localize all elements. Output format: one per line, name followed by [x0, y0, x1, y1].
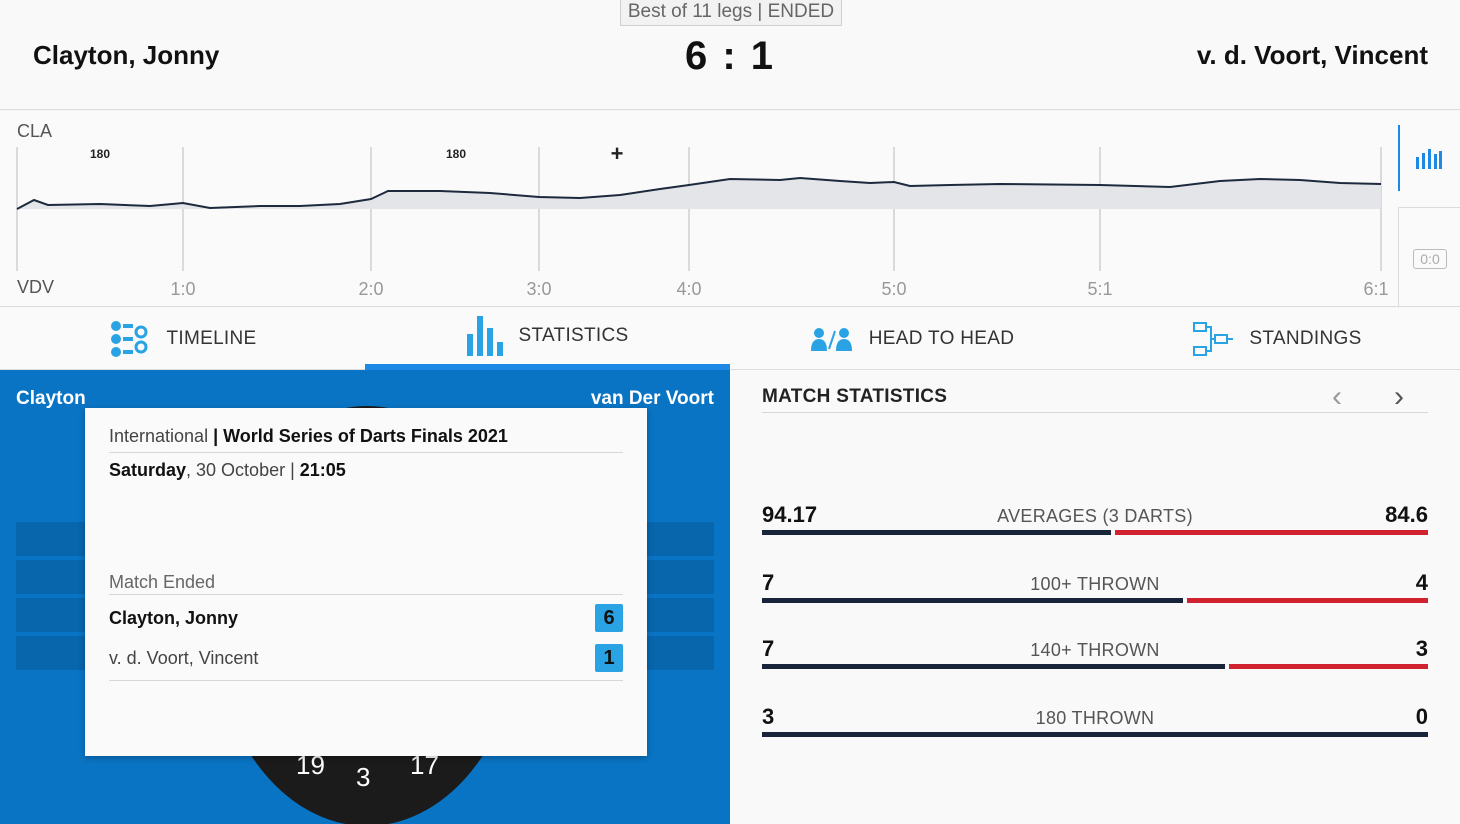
leg-score-label: 2:0: [358, 279, 384, 299]
timeline-icon: [111, 321, 148, 357]
momentum-line: [16, 176, 1382, 210]
leg-score-label: 4:0: [676, 279, 702, 299]
stat-home-bar: [762, 732, 1428, 737]
stat-away-bar: [1187, 598, 1428, 603]
leg-score-label: 3:0: [526, 279, 552, 299]
stat-home-value: 3: [762, 704, 775, 729]
leg-score-label: 5:1: [1087, 279, 1113, 299]
tab-statistics-label: STATISTICS: [518, 325, 629, 346]
stat-away-bar: [1115, 530, 1428, 535]
stat-away-value: 84.6: [1385, 502, 1428, 527]
leg-score-label: 5:0: [881, 279, 907, 299]
tournament-line: International | World Series of Darts Fi…: [109, 426, 508, 446]
stat-row: 94.17 AVERAGES (3 DARTS) 84.6: [762, 502, 1428, 542]
tab-head-to-head[interactable]: HEAD TO HEAD: [730, 308, 1095, 370]
tab-timeline-label: TIMELINE: [166, 328, 257, 349]
leg-score-label: 1:0: [170, 279, 196, 299]
head-to-head-icon: [810, 328, 852, 351]
stat-away-value: 4: [1415, 570, 1428, 595]
match-date: , 30 October |: [186, 460, 300, 480]
stat-home-bar: [762, 598, 1183, 603]
max-score-marker: 180: [89, 147, 111, 161]
away-player-name[interactable]: v. d. Voort, Vincent: [1196, 40, 1428, 70]
match-statistics-title: MATCH STATISTICS: [762, 386, 948, 407]
plus-icon: +: [610, 141, 624, 166]
stat-label: AVERAGES (3 DARTS): [997, 506, 1193, 526]
match-score: 6 : 1: [684, 34, 776, 78]
side-active-indicator: [1398, 125, 1400, 191]
match-info-card: International | World Series of Darts Fi…: [85, 408, 647, 756]
home-player-name[interactable]: Clayton, Jonny: [33, 40, 220, 70]
stat-home-value: 7: [762, 636, 775, 661]
match-status: Match Ended: [109, 572, 216, 592]
match-time: 21:05: [299, 460, 346, 480]
result-row: v. d. Voort, Vincent 1: [109, 638, 623, 678]
tab-standings-label: STANDINGS: [1249, 328, 1362, 349]
result-away-legs: 1: [595, 644, 623, 672]
home-player-short: Clayton: [16, 388, 86, 409]
match-format-badge: Best of 11 legs | ENDED: [620, 0, 842, 26]
tab-statistics[interactable]: STATISTICS: [365, 308, 730, 370]
statistics-icon: [466, 316, 503, 356]
section-tabs: TIMELINE STATISTICS HEAD TO HEAD STANDIN…: [0, 308, 1460, 370]
stat-label: 180 THROWN: [1035, 708, 1155, 728]
card-divider: [109, 594, 623, 595]
result-away-name: v. d. Voort, Vincent: [109, 647, 259, 668]
title-divider: [762, 412, 1428, 413]
stat-home-value: 7: [762, 570, 775, 595]
stat-label: 140+ THROWN: [1030, 640, 1160, 660]
chevron-left-icon[interactable]: ‹: [1332, 380, 1342, 413]
stat-away-bar: [1229, 664, 1428, 669]
away-player-short: van Der Voort: [590, 388, 714, 409]
card-divider: [109, 452, 623, 453]
away-abbr: VDV: [17, 277, 55, 297]
leg-score-label: 6:1: [1363, 279, 1389, 299]
stat-away-value: 3: [1415, 636, 1428, 661]
max-score-marker: 180: [445, 147, 467, 161]
match-statistics-panel: MATCH STATISTICS ‹ › 94.17 AVERAGES (3 DA…: [730, 370, 1460, 824]
stat-label: 100+ THROWN: [1030, 574, 1160, 594]
match-header: Best of 11 legs | ENDED Clayton, Jonny 6…: [0, 0, 1460, 110]
stat-row: 7 140+ THROWN 3: [762, 636, 1428, 676]
side-divider: [1398, 207, 1399, 307]
tab-head-to-head-label: HEAD TO HEAD: [868, 328, 1015, 349]
result-row: Clayton, Jonny 6: [109, 598, 623, 638]
leg-timeline-chart: CLA VDV 1:0 2:0 3:0 4:0 5:0 5:1 6:1 180 180 + 0:0: [0, 111, 1460, 307]
home-abbr: CLA: [17, 121, 53, 141]
tab-standings[interactable]: STANDINGS: [1095, 308, 1460, 370]
stat-row: 3 180 THROWN 0: [762, 704, 1428, 744]
result-home-legs: 6: [595, 604, 623, 632]
stat-home-bar: [762, 530, 1111, 535]
score-view-toggle[interactable]: 0:0: [1413, 249, 1447, 269]
match-day: Saturday: [109, 460, 187, 480]
standings-icon: [1193, 322, 1234, 356]
tournament-category: International: [109, 426, 209, 446]
stat-home-bar: [762, 664, 1225, 669]
timeline-graph: [16, 147, 1382, 271]
match-datetime: Saturday, 30 October | 21:05: [109, 460, 346, 481]
result-home-name: Clayton, Jonny: [109, 607, 239, 628]
chevron-right-icon[interactable]: ›: [1394, 380, 1404, 413]
tab-timeline[interactable]: TIMELINE: [0, 308, 365, 370]
stat-away-value: 0: [1415, 704, 1428, 729]
stat-row: 7 100+ THROWN 4: [762, 570, 1428, 610]
tournament-name[interactable]: World Series of Darts Finals 2021: [223, 426, 508, 446]
board-number: 3: [356, 762, 371, 792]
stat-home-value: 94.17: [762, 502, 818, 527]
side-separator: [1398, 207, 1460, 208]
card-divider: [109, 680, 623, 681]
